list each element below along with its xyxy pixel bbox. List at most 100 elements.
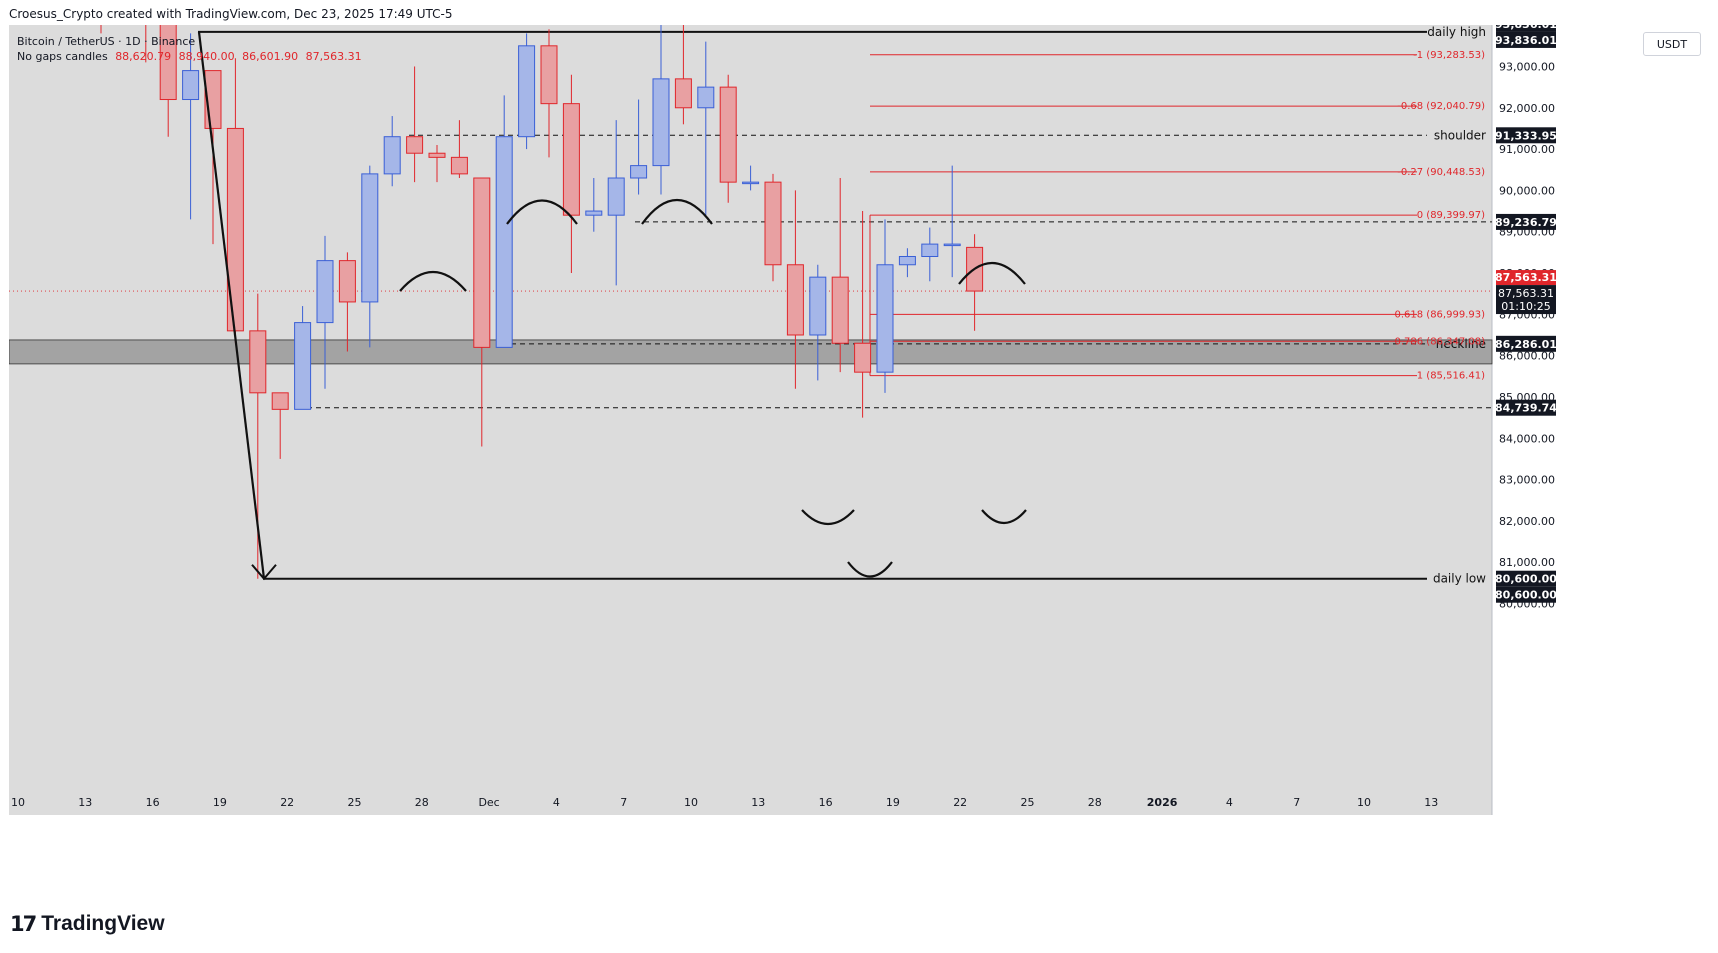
tradingview-logo-icon: 17 [10,912,37,936]
shoulder-arc-projected [958,261,1026,285]
head-arc-right [641,199,713,225]
candle-30 [764,181,782,266]
price-tag-0: 93,836.01 [1495,25,1557,31]
price-tag-box-6 [1496,570,1556,587]
candle-25 [652,78,670,167]
price-tag-4: 86,286.01 [1495,338,1557,351]
candle-38 [943,243,961,247]
price-tag-box-4 [1496,335,1556,352]
fib-label-3: 0 (89,399.97) [1417,210,1485,221]
candlestick-chart[interactable]: daily high shoulder neckline daily low -1 (… [9,25,1709,895]
x-tick-1: 13 [78,796,92,809]
chart-area[interactable]: daily high shoulder neckline daily low -1 (… [9,25,1709,895]
x-tick-12: 16 [819,796,833,809]
symbol-line: Bitcoin / TetherUS · 1D · Binance [17,35,196,48]
tradingview-logo-text: TradingView [41,912,165,935]
candle-8 [271,392,289,410]
candle-15 [428,152,446,158]
candle-24 [630,165,648,179]
candle-34 [854,342,872,373]
candle-11 [338,260,356,303]
candle-3 [159,25,177,101]
x-tick-17: 2026 [1147,796,1178,809]
trough-arc-projected [981,509,1027,525]
ohlc-close: 87,563.31 [305,50,362,63]
x-tick-2: 16 [146,796,160,809]
candle-4 [182,70,200,101]
candle-31 [786,264,804,336]
y-tick-11: 91,000.00 [1499,143,1555,156]
candle-9 [294,322,312,410]
y-tick-12: 92,000.00 [1499,102,1555,115]
candle-23 [607,177,625,216]
trough-arc-left [801,509,855,525]
candle-27 [697,86,715,109]
price-tag-box-2 [1496,127,1556,144]
current-price-tag-box [1496,285,1556,315]
y-tick-10: 90,000.00 [1499,184,1555,197]
y-tick-4: 84,000.00 [1499,432,1555,445]
candle-17 [473,177,491,348]
candle-14 [406,136,424,154]
fib-label-2: -0.27 (90,448.53) [1397,167,1485,178]
fib-label-0: -1 (93,283.53) [1413,50,1485,61]
x-tick-13: 19 [886,796,900,809]
x-tick-16: 28 [1088,796,1102,809]
currency-button[interactable]: USDT [1643,32,1701,56]
price-tag-box-3 [1496,213,1556,230]
chart-legend: Bitcoin / TetherUS · 1D · Binance No gap… [17,34,362,64]
price-tag-box-7 [1496,586,1556,603]
price-tag-box-5 [1496,399,1556,416]
support-zone [9,339,1493,365]
candle-6 [226,127,244,332]
candle-35 [876,264,894,373]
candle-18 [495,136,513,348]
candle-21 [562,103,580,216]
price-tag-3: 89,236.79 [1495,216,1557,229]
last-price-tag-box [1496,270,1556,286]
candle-29 [742,181,760,185]
y-tick-2: 82,000.00 [1499,515,1555,528]
y-tick-6: 86,000.00 [1499,350,1555,363]
shoulder-arc-left [399,270,467,292]
ohlc-line: No gaps candles 88,620.79 88,940.00 86,6… [17,49,362,64]
x-tick-9: 7 [620,796,627,809]
fib-label-5: 0.786 (86,347.08) [1394,336,1485,347]
x-tick-5: 25 [348,796,362,809]
x-tick-20: 10 [1357,796,1371,809]
y-tick-1: 81,000.00 [1499,556,1555,569]
level-label-3: daily low [1433,572,1486,586]
candle-28 [719,86,737,183]
trend-line [197,31,266,579]
price-tag-7: 80,600.00 [1495,589,1557,602]
candle-16 [450,156,468,175]
fib-label-4: 0.618 (86,999.93) [1394,309,1485,320]
price-tag-box-0 [1496,25,1556,32]
y-tick-13: 93,000.00 [1499,60,1555,73]
head-arc-left [506,199,578,225]
candle-7 [249,330,267,394]
x-tick-6: 28 [415,796,429,809]
candle-countdown: 01:10:25 [1501,300,1550,313]
candle-19 [518,45,536,138]
ohlc-open: 88,620.79 [115,50,172,63]
candle-10 [316,260,334,324]
candle-32 [809,276,827,336]
last-price-tag: 87,563.31 [1495,271,1557,284]
price-tag-2: 91,333.95 [1495,129,1557,142]
candle-37 [921,243,939,257]
candle-22 [585,210,603,216]
plot-background [9,25,1492,788]
x-tick-10: 10 [684,796,698,809]
ohlc-low: 86,601.90 [242,50,299,63]
x-tick-15: 25 [1021,796,1035,809]
price-tag-box-1 [1496,31,1556,48]
ohlc-high: 88,940.00 [178,50,235,63]
fib-label-6: 1 (85,516.41) [1417,371,1485,382]
tradingview-logo: 17 TradingView [10,912,165,936]
time-axis-background [9,788,1492,815]
price-tag-1: 93,836.01 [1495,34,1557,47]
y-tick-3: 83,000.00 [1499,474,1555,487]
x-tick-0: 10 [11,796,25,809]
x-tick-4: 22 [280,796,294,809]
